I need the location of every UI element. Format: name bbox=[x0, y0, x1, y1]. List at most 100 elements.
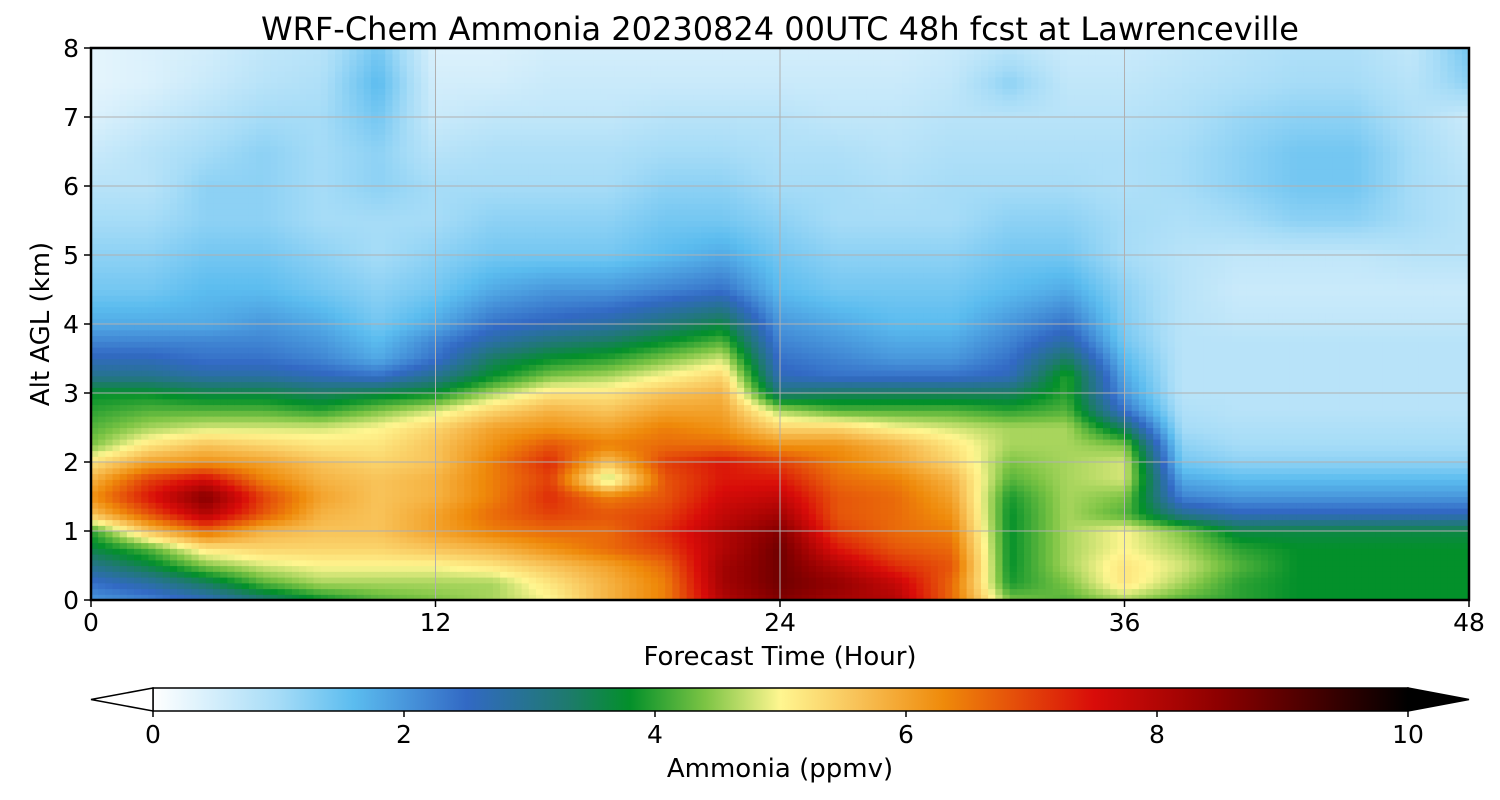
heat-cell bbox=[413, 462, 422, 469]
heat-cell bbox=[435, 582, 444, 590]
heat-cell bbox=[91, 456, 99, 463]
heat-cell bbox=[844, 485, 853, 492]
heat-cell bbox=[715, 456, 724, 463]
heat-cell bbox=[744, 588, 752, 595]
heat-cell bbox=[507, 485, 516, 492]
heat-cell bbox=[435, 571, 444, 578]
heat-cell bbox=[830, 513, 839, 521]
heat-cell bbox=[91, 594, 99, 600]
heat-cell bbox=[1059, 508, 1068, 515]
heat-cell bbox=[313, 473, 322, 480]
heat-cell bbox=[593, 559, 602, 567]
heat-cell bbox=[787, 479, 795, 486]
heat-cell bbox=[980, 462, 989, 469]
heat-cell bbox=[614, 467, 623, 475]
heat-cell bbox=[1002, 554, 1011, 561]
heat-cell bbox=[1189, 565, 1197, 572]
heat-cell bbox=[528, 479, 537, 486]
heat-cell bbox=[155, 485, 164, 492]
heat-cell bbox=[686, 456, 695, 463]
heat-cell bbox=[729, 513, 738, 521]
heat-cell bbox=[320, 496, 329, 503]
heat-cell bbox=[1461, 559, 1469, 567]
heat-cell bbox=[1095, 519, 1104, 526]
heat-cell bbox=[284, 450, 293, 457]
heat-cell bbox=[887, 531, 896, 538]
heat-cell bbox=[413, 485, 422, 492]
heat-cell bbox=[772, 531, 781, 538]
heat-cell bbox=[363, 513, 372, 521]
heat-cell bbox=[1138, 554, 1147, 561]
heat-cell bbox=[406, 490, 415, 498]
heat-cell bbox=[1275, 577, 1283, 584]
heat-cell bbox=[169, 519, 178, 526]
heat-cell bbox=[1203, 548, 1212, 555]
heat-cell bbox=[1375, 582, 1384, 590]
heat-cell bbox=[851, 588, 860, 595]
heat-cell bbox=[665, 485, 673, 492]
heat-cell bbox=[1346, 525, 1355, 532]
heat-cell bbox=[227, 485, 236, 492]
heat-cell bbox=[320, 536, 329, 544]
heat-cell bbox=[1052, 531, 1061, 538]
heat-cell bbox=[586, 525, 594, 532]
heat-cell bbox=[1009, 479, 1018, 486]
heat-cell bbox=[988, 496, 996, 503]
heat-cell bbox=[995, 588, 1004, 595]
heat-cell bbox=[765, 548, 774, 555]
heat-cell bbox=[1296, 536, 1305, 544]
heat-cell bbox=[909, 508, 917, 515]
heat-cell bbox=[1232, 513, 1240, 521]
heat-cell bbox=[772, 485, 781, 492]
heat-cell bbox=[1354, 594, 1362, 600]
heat-cell bbox=[1174, 554, 1183, 561]
heat-cell bbox=[657, 496, 666, 503]
heat-cell bbox=[1418, 479, 1427, 486]
heat-cell bbox=[564, 462, 573, 469]
heat-cell bbox=[406, 473, 415, 480]
heat-cell bbox=[701, 565, 709, 572]
heat-cell bbox=[126, 594, 135, 600]
heat-cell bbox=[399, 542, 408, 549]
heat-cell bbox=[220, 525, 228, 532]
heat-cell bbox=[1217, 479, 1226, 486]
heat-cell bbox=[1181, 502, 1190, 509]
heat-cell bbox=[708, 588, 717, 595]
heat-cell bbox=[98, 508, 106, 515]
heat-cell bbox=[1167, 554, 1176, 561]
heat-cell bbox=[155, 571, 164, 578]
heat-cell bbox=[1311, 502, 1319, 509]
heat-cell bbox=[1311, 577, 1319, 584]
heat-cell bbox=[241, 456, 250, 463]
heat-cell bbox=[198, 519, 207, 526]
heat-cell bbox=[851, 479, 860, 486]
heat-cell bbox=[500, 485, 508, 492]
heat-cell bbox=[1074, 479, 1083, 486]
heat-cell bbox=[1059, 548, 1068, 555]
heat-cell bbox=[916, 502, 925, 509]
heat-cell bbox=[112, 559, 121, 567]
heat-cell bbox=[1138, 496, 1147, 503]
heat-cell bbox=[1311, 485, 1319, 492]
heat-cell bbox=[112, 450, 121, 457]
heat-cell bbox=[492, 542, 501, 549]
heat-cell bbox=[729, 548, 738, 555]
heat-cell bbox=[665, 588, 673, 595]
heat-cell bbox=[1354, 559, 1362, 567]
heat-cell bbox=[155, 588, 164, 595]
heat-cell bbox=[1332, 456, 1341, 463]
heat-cell bbox=[184, 513, 193, 521]
heat-cell bbox=[1074, 485, 1083, 492]
heat-cell bbox=[1418, 456, 1427, 463]
heat-cell bbox=[787, 536, 795, 544]
heat-cell bbox=[1167, 594, 1176, 600]
heat-cell bbox=[830, 508, 839, 515]
heat-cell bbox=[866, 496, 874, 503]
heat-cell bbox=[392, 513, 401, 521]
heat-cell bbox=[1318, 548, 1327, 555]
heat-cell bbox=[794, 508, 803, 515]
heat-cell bbox=[91, 485, 99, 492]
heat-cell bbox=[557, 542, 566, 549]
heat-cell bbox=[1411, 565, 1420, 572]
heat-cell bbox=[923, 525, 932, 532]
